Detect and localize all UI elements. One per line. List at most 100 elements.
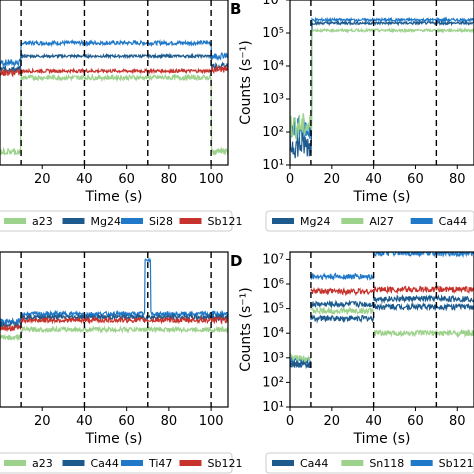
legend-swatch (121, 218, 143, 224)
legend-swatch (410, 460, 433, 466)
legend-label: Mg24 (91, 215, 121, 228)
panel-2: 0 20 40 60 80 Time (s) 10¹ 10² 10³ 10⁴ 10⁵ 10⁶ Count… (230, 0, 474, 232)
plot-area (290, 16, 474, 159)
y-tick-label: 10⁶ (262, 277, 284, 292)
series-Mg24 (290, 19, 474, 159)
legend (265, 452, 474, 474)
legend-swatch (179, 218, 202, 224)
plot-area (290, 252, 474, 370)
y-axis-label: Counts (s⁻¹) (238, 40, 254, 125)
x-tick-label: 100 (199, 172, 224, 187)
legend (0, 210, 233, 232)
y-tick-label: 10³ (262, 351, 284, 366)
legend-label: Ti47 (148, 457, 172, 470)
legend-label: a23 (32, 215, 53, 228)
plot-area (0, 38, 228, 156)
x-tick-label: 80 (449, 172, 466, 187)
legend-label: a23 (32, 457, 53, 470)
series-Sn118 (290, 306, 474, 363)
x-tick-label: 20 (324, 414, 341, 429)
x-axis-label: Time (s) (85, 189, 143, 205)
legend (0, 452, 233, 474)
legend-swatch (4, 218, 26, 224)
legend-swatch (62, 460, 85, 466)
x-axis-label: Time (s) (353, 431, 411, 447)
panel-label: B (230, 0, 241, 18)
legend-swatch (121, 460, 143, 466)
x-tick-label: 80 (161, 172, 178, 187)
panel-label: D (230, 252, 242, 270)
legend-label: Ca44 (300, 457, 328, 470)
x-axis-label: Time (s) (85, 431, 143, 447)
y-tick-label: 10¹ (262, 400, 284, 415)
x-tick-label: 40 (76, 414, 93, 429)
x-axis-label: Time (s) (353, 189, 411, 205)
x-tick-label: 20 (324, 172, 341, 187)
series-Sb121 (0, 64, 228, 78)
y-tick-label: 10⁵ (262, 302, 284, 317)
series-Sb121 (0, 315, 228, 333)
series-red (310, 284, 474, 297)
x-tick-label: 100 (199, 414, 224, 429)
y-tick-label: 10⁴ (262, 59, 284, 74)
legend-swatch (410, 218, 433, 224)
panel-3: 20 40 60 80 100 Time (s) a23 Ca44 Ti47 Sb121 (0, 251, 243, 474)
axes-frame (0, 251, 229, 408)
legend-swatch (272, 218, 294, 224)
legend-swatch (179, 460, 202, 466)
panel-4: 0 20 40 60 80 Time (s) 10¹ 10² 10³ 10⁴ 10⁵ 10⁶ 10⁷ Co… (230, 251, 474, 474)
x-tick-label: 60 (118, 172, 135, 187)
panel-1: 20 40 60 80 100 Time (s) a23 Mg24 Si28 Sb121 (0, 0, 243, 232)
legend (265, 210, 474, 232)
x-tick-label: 40 (365, 414, 382, 429)
x-tick-label: 80 (449, 414, 466, 429)
legend-swatch (341, 460, 364, 466)
x-tick-label: 20 (34, 414, 51, 429)
y-tick-label: 10³ (262, 92, 284, 107)
x-tick-label: 40 (76, 172, 93, 187)
legend-label: Sb121 (208, 457, 243, 470)
x-tick-label: 60 (118, 414, 135, 429)
axes-frame (289, 251, 474, 408)
x-tick-label: 0 (286, 414, 294, 429)
x-tick-label: 0 (286, 172, 294, 187)
series-Ca44 (0, 312, 228, 330)
legend-label: Sn118 (369, 457, 404, 470)
y-tick-label: 10⁷ (262, 252, 284, 267)
series-Ca44 (290, 301, 474, 370)
series-Al27 (290, 26, 474, 142)
x-tick-label: 60 (407, 414, 424, 429)
y-tick-label: 10⁴ (262, 326, 284, 341)
series-Mg24 (0, 52, 228, 75)
y-tick-label: 10² (262, 375, 284, 390)
plot-area (0, 257, 228, 341)
x-tick-label: 20 (34, 172, 51, 187)
legend-label: Si28 (149, 215, 173, 228)
legend-swatch (341, 218, 364, 224)
legend-swatch (4, 460, 26, 466)
series-a23 (0, 72, 228, 156)
legend-label: Mg24 (300, 215, 330, 228)
x-tick-label: 80 (161, 414, 178, 429)
legend-label: Sb121 (208, 215, 243, 228)
series-Ca44 (290, 16, 474, 142)
legend-swatch (62, 218, 85, 224)
series-Ti47 (0, 257, 228, 327)
legend-swatch (272, 460, 294, 466)
y-tick-label: 10² (262, 125, 284, 140)
axes-frame (289, 0, 474, 166)
legend-label: Sb121 (439, 457, 474, 470)
legend-label: Ca44 (439, 215, 467, 228)
y-tick-label: 10¹ (262, 158, 284, 173)
x-tick-label: 60 (407, 172, 424, 187)
y-tick-label: 10⁵ (262, 26, 284, 41)
y-tick-label: 10⁶ (262, 0, 284, 8)
series-a23 (0, 325, 228, 341)
legend-label: Ca44 (91, 457, 119, 470)
axes-frame (0, 0, 229, 166)
series-Si28 (0, 38, 228, 68)
x-tick-label: 40 (365, 172, 382, 187)
y-axis-label: Counts (s⁻¹) (238, 287, 254, 372)
legend-label: Al27 (369, 215, 394, 228)
